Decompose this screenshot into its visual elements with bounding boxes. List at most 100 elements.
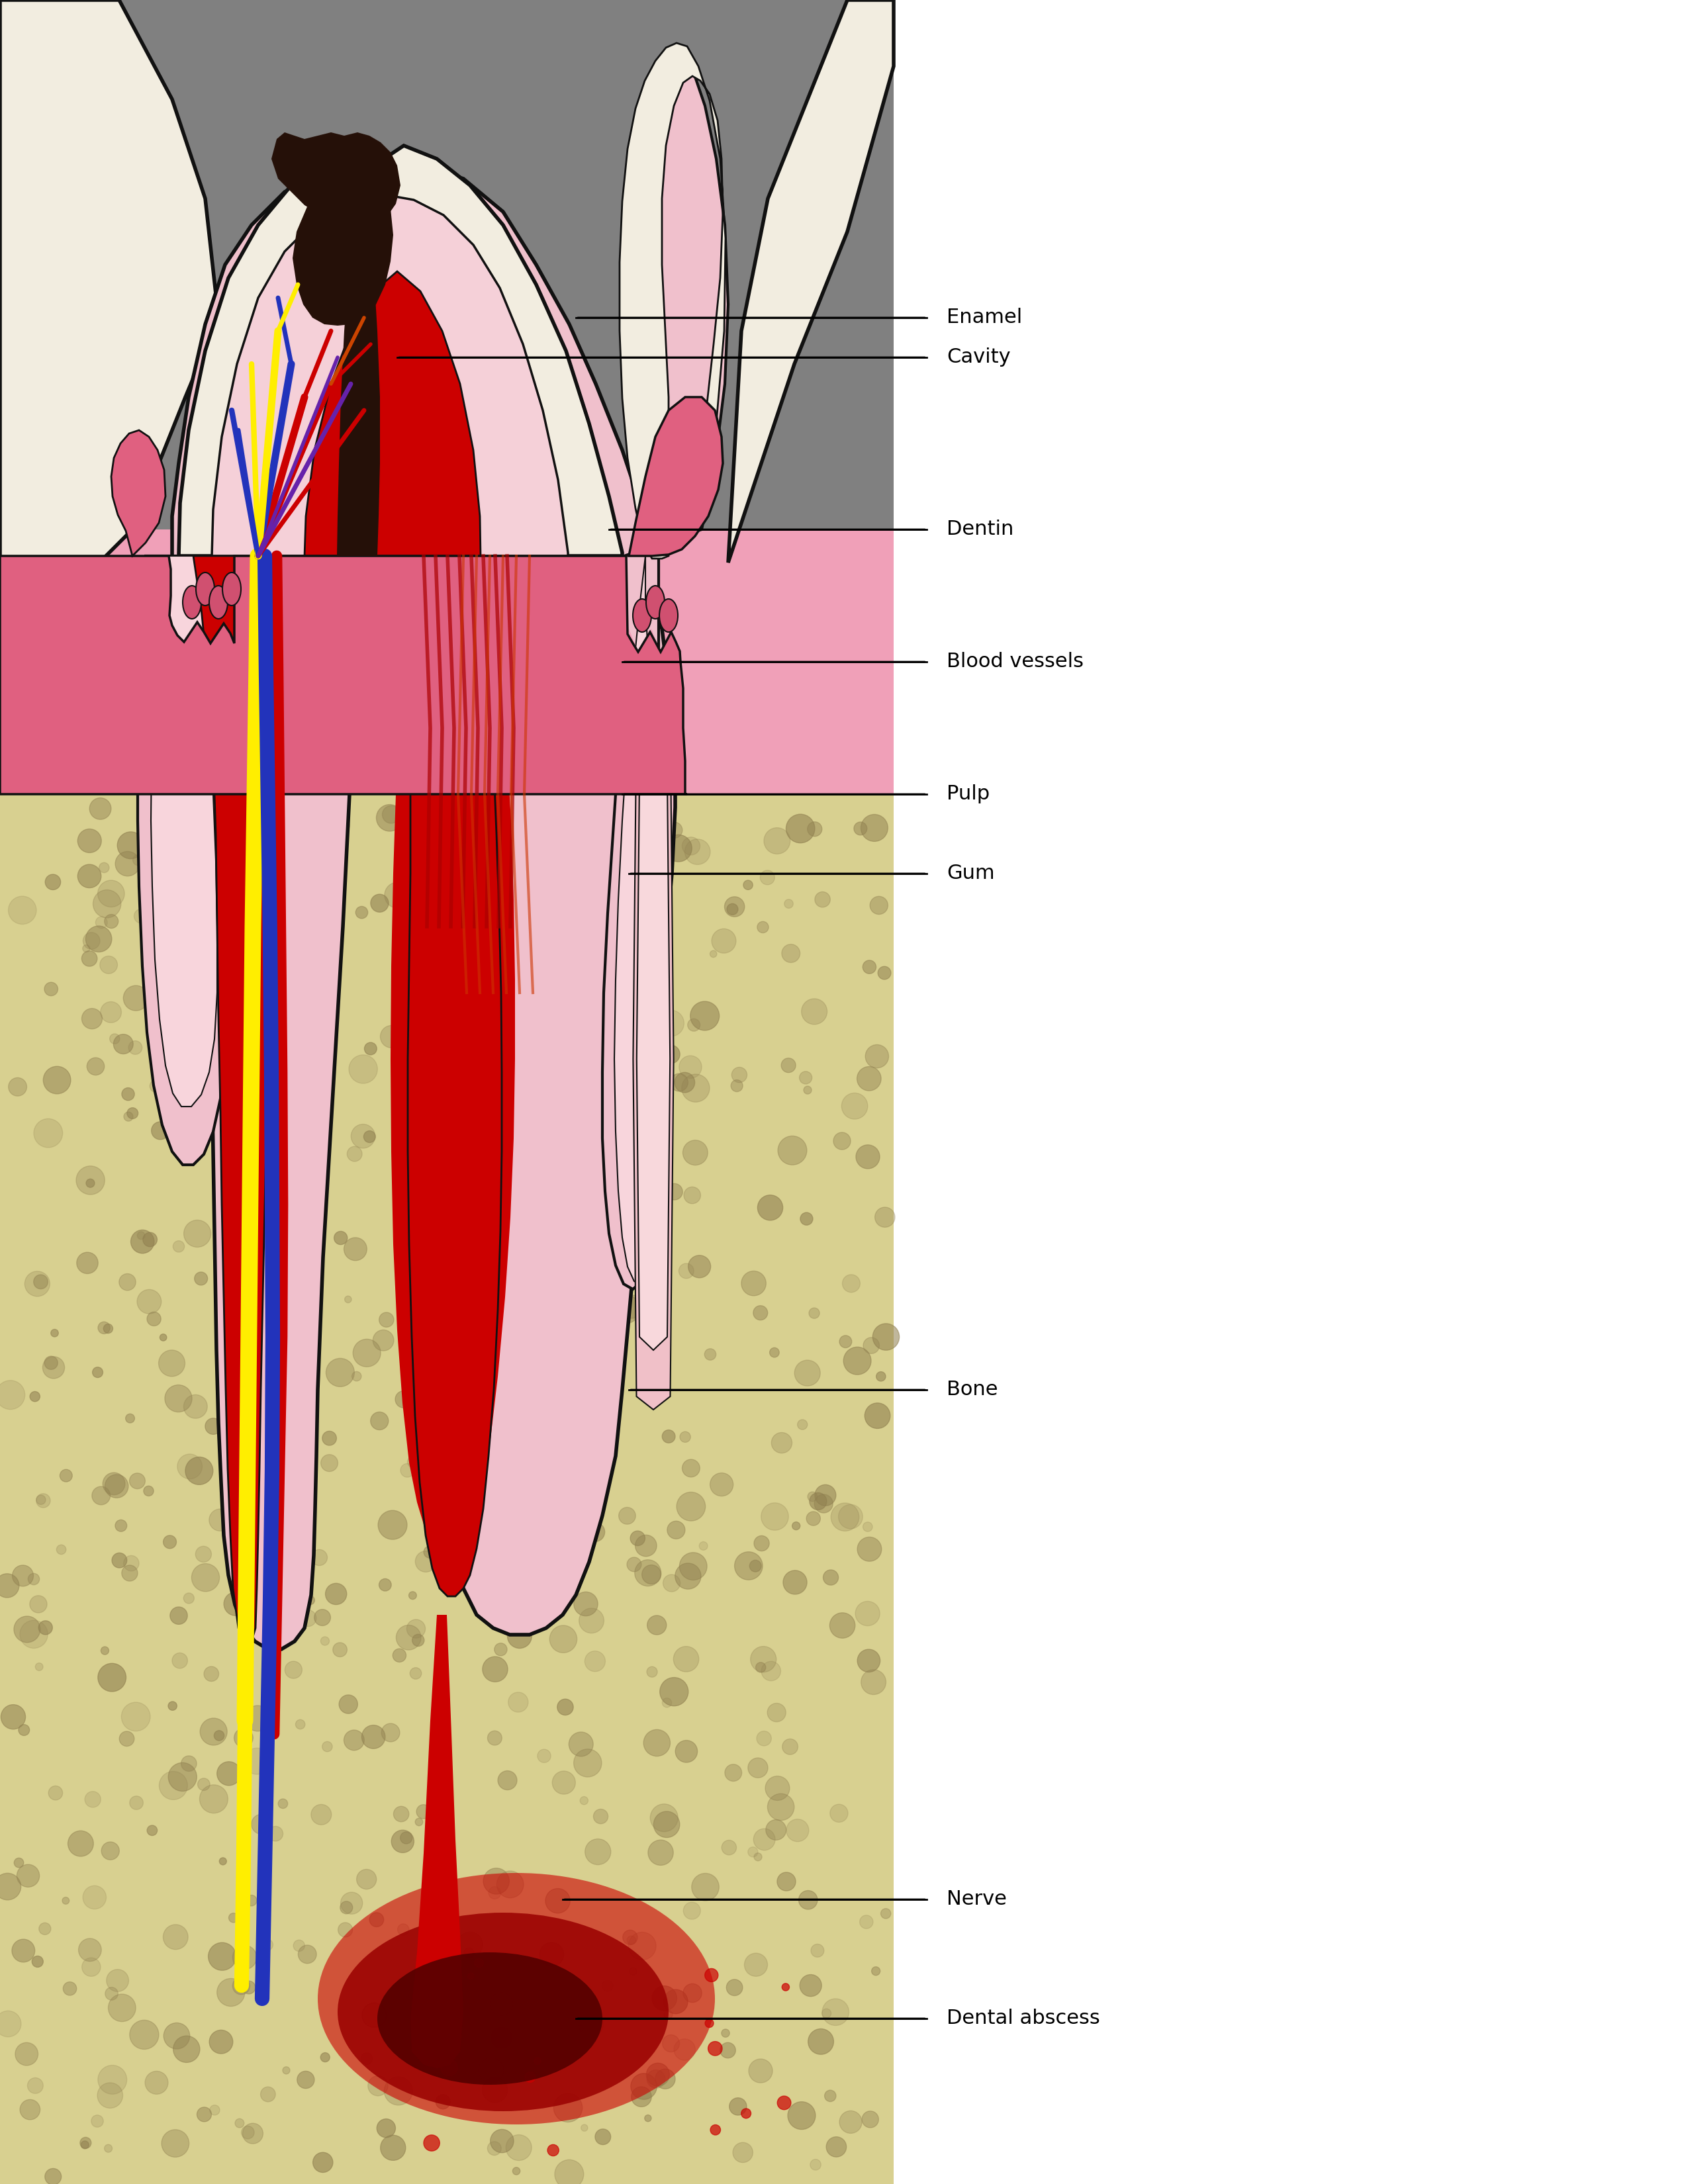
Circle shape bbox=[62, 1981, 76, 1996]
Circle shape bbox=[123, 1555, 138, 1570]
Circle shape bbox=[660, 1677, 689, 1706]
Polygon shape bbox=[633, 708, 674, 1409]
Circle shape bbox=[270, 1378, 282, 1389]
Circle shape bbox=[395, 1391, 412, 1409]
Circle shape bbox=[510, 1068, 520, 1079]
Circle shape bbox=[213, 1158, 235, 1179]
Circle shape bbox=[635, 1535, 657, 1557]
Circle shape bbox=[647, 1616, 667, 1636]
Circle shape bbox=[260, 2088, 275, 2101]
Circle shape bbox=[35, 1662, 42, 1671]
Circle shape bbox=[376, 2118, 395, 2138]
Circle shape bbox=[81, 950, 98, 965]
Circle shape bbox=[105, 1474, 128, 1498]
Circle shape bbox=[706, 2018, 714, 2027]
Circle shape bbox=[685, 839, 711, 865]
Circle shape bbox=[219, 1859, 226, 1865]
Circle shape bbox=[81, 1009, 103, 1029]
Circle shape bbox=[667, 821, 682, 839]
Circle shape bbox=[839, 1505, 863, 1529]
Circle shape bbox=[881, 1909, 891, 1918]
Circle shape bbox=[96, 917, 108, 928]
Circle shape bbox=[474, 1959, 483, 1968]
Circle shape bbox=[267, 1666, 279, 1677]
Circle shape bbox=[586, 1232, 599, 1245]
Circle shape bbox=[348, 1147, 363, 1162]
Circle shape bbox=[434, 1129, 459, 1155]
Circle shape bbox=[15, 2042, 39, 2066]
Circle shape bbox=[755, 1535, 770, 1551]
Circle shape bbox=[91, 2114, 103, 2127]
Circle shape bbox=[235, 2118, 245, 2127]
Circle shape bbox=[98, 1664, 127, 1693]
Circle shape bbox=[464, 1948, 474, 1959]
Circle shape bbox=[311, 1551, 327, 1566]
Circle shape bbox=[208, 913, 235, 941]
Circle shape bbox=[630, 1531, 645, 1546]
Circle shape bbox=[437, 2014, 446, 2022]
Circle shape bbox=[243, 2123, 263, 2145]
Circle shape bbox=[105, 2145, 111, 2153]
Ellipse shape bbox=[647, 585, 665, 618]
Circle shape bbox=[478, 2057, 505, 2084]
Circle shape bbox=[162, 930, 170, 939]
Circle shape bbox=[476, 1496, 496, 1516]
Circle shape bbox=[159, 1771, 187, 1800]
Circle shape bbox=[78, 865, 101, 889]
Circle shape bbox=[538, 1319, 549, 1328]
Circle shape bbox=[662, 1431, 675, 1444]
Circle shape bbox=[79, 2138, 91, 2149]
Circle shape bbox=[143, 1485, 154, 1496]
Circle shape bbox=[743, 880, 753, 889]
Circle shape bbox=[667, 1184, 682, 1199]
Circle shape bbox=[815, 1485, 836, 1505]
Circle shape bbox=[233, 1946, 257, 1970]
Circle shape bbox=[496, 1872, 523, 1898]
Circle shape bbox=[724, 898, 744, 917]
Circle shape bbox=[498, 1771, 517, 1791]
Circle shape bbox=[0, 2011, 22, 2038]
Circle shape bbox=[243, 957, 253, 968]
Circle shape bbox=[647, 1666, 657, 1677]
Circle shape bbox=[371, 1413, 388, 1431]
Circle shape bbox=[858, 1649, 879, 1673]
Circle shape bbox=[243, 1396, 268, 1420]
Polygon shape bbox=[893, 0, 1688, 2184]
Circle shape bbox=[385, 882, 410, 909]
Circle shape bbox=[468, 1972, 474, 1979]
Circle shape bbox=[550, 1625, 577, 1653]
Circle shape bbox=[417, 1804, 430, 1819]
Circle shape bbox=[209, 2105, 219, 2114]
Circle shape bbox=[488, 1730, 501, 1745]
Circle shape bbox=[172, 1653, 187, 1669]
Circle shape bbox=[243, 1747, 270, 1773]
Circle shape bbox=[169, 1762, 197, 1791]
Circle shape bbox=[262, 1498, 282, 1518]
Circle shape bbox=[495, 1642, 506, 1655]
Circle shape bbox=[674, 2040, 695, 2060]
Circle shape bbox=[653, 1077, 662, 1083]
Circle shape bbox=[692, 1874, 719, 1900]
Circle shape bbox=[76, 1166, 105, 1195]
Circle shape bbox=[34, 1275, 47, 1289]
Circle shape bbox=[46, 2169, 61, 2184]
Circle shape bbox=[825, 2136, 846, 2158]
Circle shape bbox=[550, 998, 557, 1005]
Ellipse shape bbox=[196, 572, 214, 605]
Circle shape bbox=[574, 1592, 598, 1616]
Circle shape bbox=[863, 1337, 879, 1354]
Circle shape bbox=[782, 943, 800, 963]
Circle shape bbox=[783, 1570, 807, 1594]
Circle shape bbox=[83, 933, 100, 950]
Circle shape bbox=[545, 1889, 571, 1913]
Polygon shape bbox=[304, 271, 481, 557]
Circle shape bbox=[760, 869, 775, 885]
Circle shape bbox=[370, 1913, 383, 1926]
Circle shape bbox=[596, 2129, 611, 2145]
Polygon shape bbox=[403, 557, 501, 1597]
Circle shape bbox=[208, 1942, 236, 1970]
Ellipse shape bbox=[317, 1874, 716, 2125]
Ellipse shape bbox=[633, 598, 652, 631]
Polygon shape bbox=[410, 1614, 464, 2068]
Circle shape bbox=[376, 804, 403, 832]
